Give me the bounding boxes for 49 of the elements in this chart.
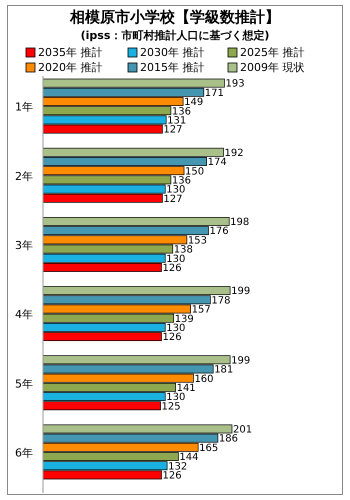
y-tick-label: 6年 [15,446,33,460]
legend-label: 2009年 現状 [240,61,304,74]
data-label: 130 [166,323,186,334]
data-label: 149 [184,97,204,108]
y-tick-label: 4年 [15,308,33,322]
data-label: 160 [194,374,214,385]
y-tick-label: 2年 [15,170,33,183]
data-label: 186 [218,434,238,445]
data-label: 132 [168,461,188,472]
data-label: 150 [185,166,204,178]
data-label: 141 [176,382,196,394]
data-label: 193 [225,78,245,90]
data-label: 125 [162,401,181,412]
data-label: 165 [199,442,218,454]
legend-label: 2015年 推計 [140,61,204,74]
legend-label: 2025年 推計 [240,46,304,59]
data-label: 199 [231,355,250,366]
data-label: 127 [163,194,183,205]
data-label: 136 [172,175,191,186]
data-label: 192 [224,148,244,159]
data-label: 126 [162,263,182,274]
data-label: 178 [211,295,230,306]
data-label: 144 [179,452,198,464]
data-label: 199 [231,286,250,298]
data-label: 130 [166,392,186,404]
legend-label: 2035年 推計 [38,46,102,59]
legend-label: 2020年 推計 [38,61,102,74]
data-label: 153 [188,235,207,246]
y-tick-label: 5年 [15,377,33,390]
data-label: 174 [208,157,227,168]
data-label: 138 [174,244,193,256]
data-label: 130 [166,184,186,196]
data-label: 157 [192,304,211,316]
data-label: 131 [167,116,186,126]
data-label: 127 [163,124,183,136]
data-label: 176 [209,226,229,238]
y-tick-label: 1年 [15,100,33,114]
data-label: 126 [162,470,182,482]
y-tick-label: 3年 [15,238,33,252]
data-label: 171 [204,88,224,99]
data-label: 198 [230,217,250,228]
chart-subtitle: (ipss：市町村推計人口に基づく想定) [80,29,270,42]
data-label: 136 [172,106,191,118]
chart-title: 相模原市小学校【学級数推計】 [69,8,280,26]
data-label: 126 [162,332,182,344]
data-label: 181 [214,364,234,376]
data-label: 139 [174,314,194,325]
legend-label: 2030年 推計 [140,46,204,59]
data-label: 130 [166,254,186,265]
